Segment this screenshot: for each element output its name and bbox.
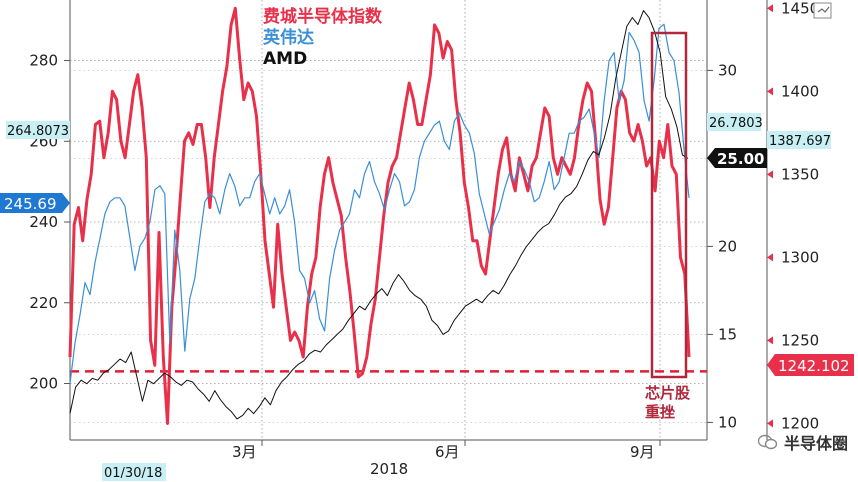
right1-value-badge: 25.00 <box>717 150 764 168</box>
series-line-2 <box>69 10 689 420</box>
right2-tick-label-5: 1450 <box>781 0 819 17</box>
watermark: 半导体圈 <box>757 430 848 454</box>
left-start-badge: 264.8073 <box>7 124 69 139</box>
highlight-box <box>650 31 688 379</box>
left-value-badge: 245.69 <box>4 195 57 213</box>
right1-tick-label-2: 20 <box>718 237 737 255</box>
right2-tick-label-0: 1200 <box>781 414 819 432</box>
right1-tick-label-1: 15 <box>718 325 737 343</box>
left-tick-label-2: 240 <box>29 213 58 231</box>
legend-amd: AMD <box>263 49 307 69</box>
right2-tick-mark-4 <box>767 87 773 96</box>
left-tick-label-4: 280 <box>29 52 58 70</box>
right2-tick-label-1: 1250 <box>781 331 819 349</box>
right2-tick-mark-1 <box>767 336 773 345</box>
watermark-text: 半导体圈 <box>783 434 848 453</box>
right2-tick-mark-5 <box>767 4 773 13</box>
right1-start-badge-bg <box>707 113 761 131</box>
series-line-1 <box>69 23 690 384</box>
legend-nvidia: 英伟达 <box>263 27 314 48</box>
chart-menu-icon-glyph <box>817 6 830 13</box>
right1-tick-label-4: 30 <box>718 61 737 79</box>
series-line-0 <box>68 6 691 425</box>
wechat-icon <box>757 434 778 450</box>
x-axis-ticks: 3月 6月 9月 <box>232 440 661 461</box>
left-value-badge-bg <box>0 193 70 213</box>
right2-tick-label-3: 1350 <box>781 165 819 183</box>
right2-value-badge-bg <box>767 354 854 376</box>
x-tick-label-0: 3月 <box>232 443 257 461</box>
left-start-badge-bg <box>6 121 70 139</box>
legend-philly-semi: 费城半导体指数 <box>263 6 383 27</box>
left-tick-label-0: 200 <box>29 374 58 392</box>
right1-start-badge: 26.7803 <box>709 116 763 131</box>
vertical-grid-lines <box>261 0 661 440</box>
right2-start-badge: 1387.697 <box>769 134 831 149</box>
right2-value-badge: 1242.102 <box>778 357 850 375</box>
right2-tick-mark-3 <box>767 170 773 179</box>
x-tick-label-1: 6月 <box>435 443 460 461</box>
left-tick-label-1: 220 <box>29 294 58 312</box>
right2-tick-label-2: 1300 <box>781 248 819 266</box>
x-start-label: 01/30/18 <box>104 466 162 481</box>
right1-tick-label-0: 10 <box>718 413 737 431</box>
right2-axis-ticks: 1200 1250 1300 1350 1400 1450 <box>767 0 819 432</box>
right1-value-badge-bg <box>707 148 767 168</box>
x-tick-label-2: 9月 <box>630 443 655 461</box>
annotation-line-1: 芯片股 <box>645 384 691 402</box>
right2-tick-mark-0 <box>767 419 773 428</box>
grid-lines <box>70 60 707 423</box>
annotation-line-2: 重挫 <box>645 403 675 421</box>
x-year-label: 2018 <box>370 460 408 478</box>
right2-start-badge-bg <box>767 131 831 149</box>
right2-tick-label-4: 1400 <box>781 82 819 100</box>
chart-menu-icon[interactable] <box>813 2 832 19</box>
x-start-badge-bg <box>102 463 166 481</box>
series-layer <box>68 6 691 425</box>
right2-tick-mark-2 <box>767 253 773 262</box>
